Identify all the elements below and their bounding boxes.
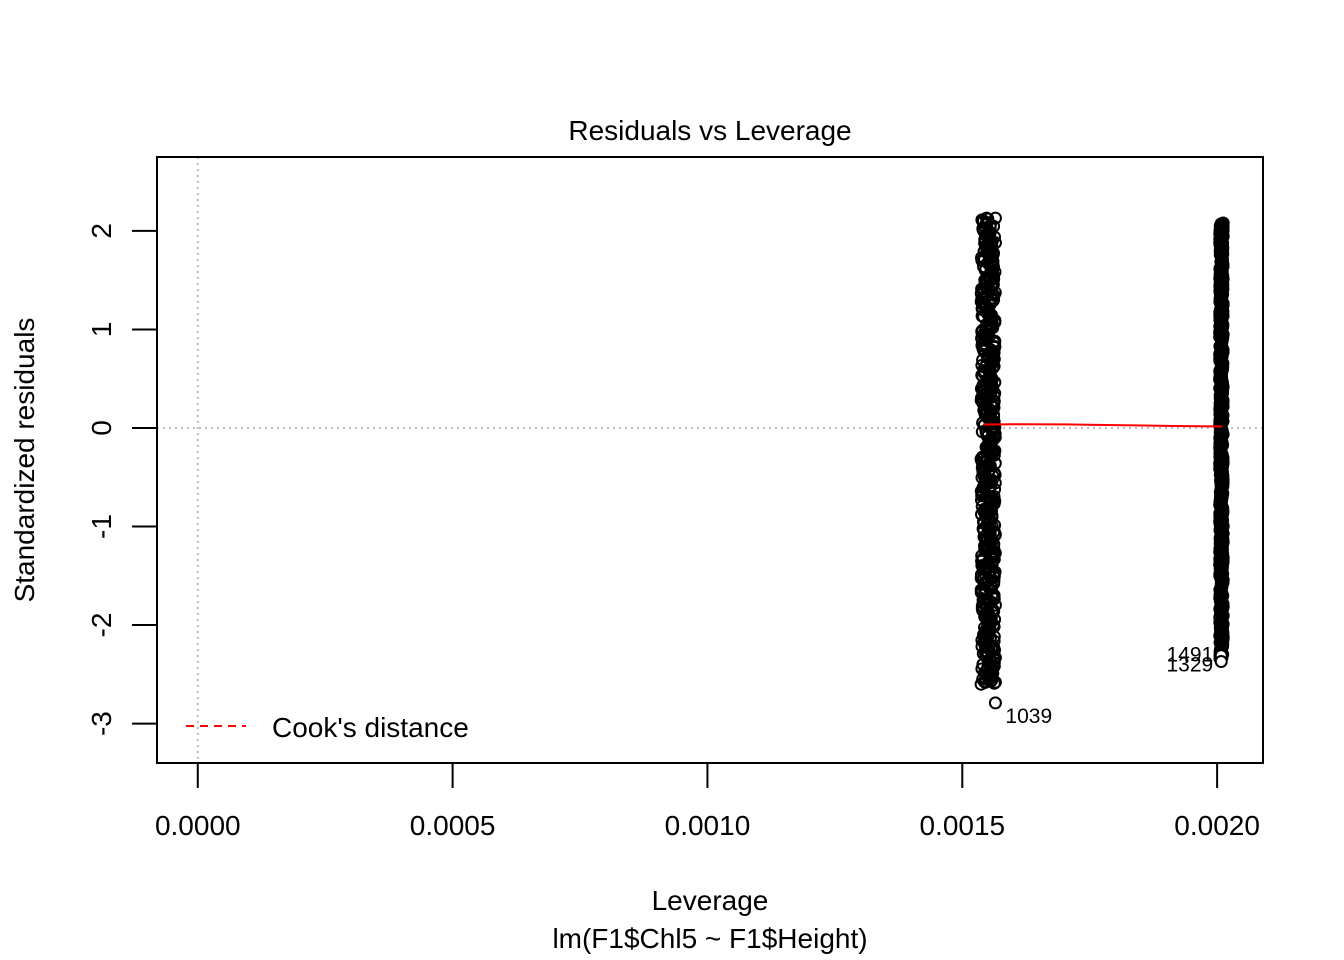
cook-smoother xyxy=(982,423,1223,428)
y-tick-label: 2 xyxy=(86,223,117,239)
labeled-point xyxy=(1214,655,1228,669)
legend-label-cooks-distance: Cook's distance xyxy=(272,712,469,743)
data-point xyxy=(1216,216,1230,230)
data-points xyxy=(974,211,1230,710)
data-point xyxy=(988,651,1002,665)
y-tick-label: -2 xyxy=(86,613,117,638)
data-point xyxy=(988,211,1002,225)
point-label-1039: 1039 xyxy=(1005,705,1052,728)
y-axis: -3 -2 -1 0 1 2 xyxy=(86,223,158,736)
y-tick-label: -3 xyxy=(86,711,117,736)
data-point xyxy=(981,662,995,676)
y-tick-label: -1 xyxy=(86,514,117,539)
x-tick-label: 0.0020 xyxy=(1174,810,1260,841)
data-point xyxy=(988,236,1002,250)
labeled-point xyxy=(988,696,1002,710)
x-tick-label: 0.0000 xyxy=(155,810,241,841)
plot-frame xyxy=(156,156,1264,764)
point-label-1491: 1491 xyxy=(1166,644,1213,667)
x-axis: 0.0000 0.0005 0.0010 0.0015 0.0020 xyxy=(155,762,1260,841)
x-tick-label: 0.0015 xyxy=(919,810,1005,841)
y-axis-title: Standardized residuals xyxy=(9,318,40,603)
x-tick-label: 0.0010 xyxy=(665,810,751,841)
data-point xyxy=(980,211,993,225)
x-axis-title: Leverage xyxy=(652,885,769,916)
y-tick-label: 1 xyxy=(86,322,117,338)
point-label-1329: 1329 xyxy=(1166,654,1213,677)
smoother-line xyxy=(982,423,1223,428)
x-tick-label: 0.0005 xyxy=(410,810,496,841)
data-point xyxy=(988,675,1002,689)
legend: Cook's distance xyxy=(186,712,469,743)
reference-lines xyxy=(157,157,1263,763)
chart-title: Residuals vs Leverage xyxy=(568,115,851,146)
y-tick-label: 0 xyxy=(86,420,117,436)
chart-subtitle: lm(F1$Chl5 ~ F1$Height) xyxy=(552,923,867,954)
data-point xyxy=(976,672,990,686)
